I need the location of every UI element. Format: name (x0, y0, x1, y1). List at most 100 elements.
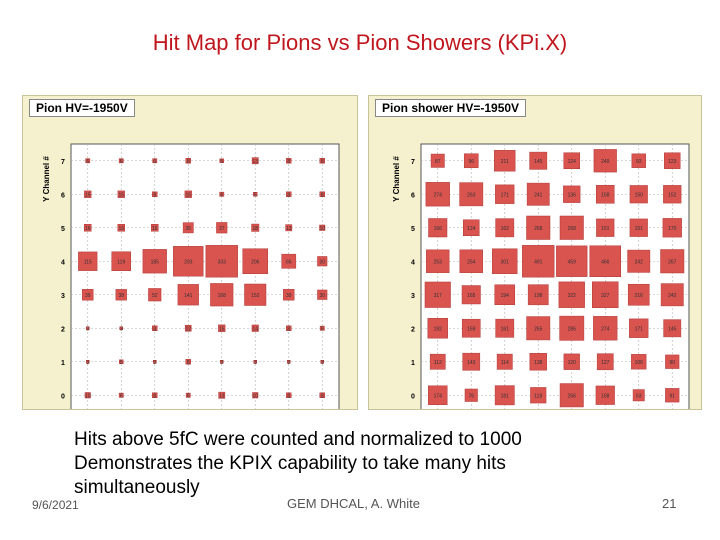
cell-value-label: 265 (534, 326, 543, 332)
cell-value-label: 93 (636, 159, 642, 165)
cell-value-label: 13 (252, 159, 258, 165)
heatmap-cell (216, 222, 228, 234)
heatmap-cell (320, 359, 325, 364)
cell-value-label: 15 (219, 326, 225, 332)
heatmap-cell (85, 158, 91, 164)
cell-value-label: 37 (219, 226, 225, 232)
heatmap-cell (629, 218, 648, 237)
cell-value-label: 166 (434, 226, 443, 232)
caption-line: Demonstrates the KPIX capability to take… (74, 453, 506, 474)
heatmap-cell (464, 388, 478, 402)
heatmap-cell (530, 387, 547, 404)
cell-value-label: 293 (184, 259, 193, 265)
heatmap-cell (495, 318, 515, 338)
cell-value-label: 459 (568, 259, 577, 265)
heatmap-cell (319, 158, 325, 164)
cell-value-label: 8 (153, 326, 156, 332)
cell-value-label: 267 (668, 259, 677, 265)
cell-value-label: 241 (534, 192, 543, 198)
heatmap-cell (558, 281, 585, 308)
heatmap-cell (589, 245, 622, 278)
cell-value-label: 118 (534, 393, 542, 399)
heatmap-cell (286, 191, 292, 197)
cell-value-label: 138 (534, 360, 543, 366)
cell-value-label: 268 (568, 226, 577, 232)
cell-value-label: 254 (467, 259, 476, 265)
cell-value-label: 3 (86, 326, 89, 332)
cell-value-label: 274 (601, 326, 610, 332)
heatmap-cell (119, 359, 124, 364)
heatmap-cell (84, 392, 91, 399)
heatmap-cell (559, 315, 585, 341)
heatmap-cell (425, 182, 450, 207)
heatmap-cell (244, 283, 267, 306)
heatmap-cell (84, 190, 92, 198)
cell-value-label: 15 (85, 192, 91, 198)
heatmap-cell (319, 191, 325, 197)
caption-line: simultaneously (74, 477, 200, 498)
heatmap-cell (660, 249, 685, 274)
cell-value-label: 3 (254, 360, 257, 366)
cell-value-label: 143 (467, 360, 476, 366)
cell-value-label: 6 (220, 192, 223, 198)
cell-value-label: 39 (85, 293, 91, 299)
heatmap-cell (219, 359, 224, 364)
heatmap-cell (527, 284, 549, 306)
heatmap-cell (494, 150, 516, 172)
cell-value-label: 13 (219, 393, 225, 399)
heatmap-cell (118, 158, 124, 164)
cell-value-label: 8 (321, 393, 324, 399)
cell-value-label: 8 (187, 159, 190, 165)
y-tick-label: 2 (411, 326, 415, 333)
cell-value-label: 16 (85, 226, 91, 232)
y-tick-label: 0 (61, 393, 65, 400)
cell-value-label: 150 (635, 192, 644, 198)
heatmap-cell (492, 248, 518, 274)
heatmap-cell (142, 249, 167, 274)
cell-value-label: 171 (635, 326, 644, 332)
cell-value-label: 39 (286, 293, 292, 299)
cell-value-label: 242 (668, 293, 677, 299)
y-tick-label: 7 (61, 159, 65, 166)
heatmap-cell (496, 353, 513, 370)
heatmap-cell (184, 324, 192, 332)
heatmap-cell (152, 191, 158, 197)
caption: Hits above 5fC were counted and normaliz… (74, 428, 522, 500)
cell-value-label: 194 (501, 293, 510, 299)
heatmap-cell (152, 359, 157, 364)
cell-value-label: 8 (287, 393, 290, 399)
y-tick-label: 6 (61, 192, 65, 199)
heatmap-cell (663, 185, 682, 204)
cell-value-label: 274 (434, 192, 443, 198)
cell-value-label: 159 (467, 326, 476, 332)
heatmap-cell (111, 251, 132, 272)
cell-value-label: 145 (668, 326, 677, 332)
heatmap-cell (556, 245, 588, 277)
cell-value-label: 63 (636, 393, 642, 399)
cell-value-label: 52 (152, 293, 158, 299)
heatmap-cell (317, 289, 328, 300)
heatmap-cell (563, 185, 581, 203)
heatmap-cell (563, 152, 580, 169)
cell-value-label: 8 (153, 393, 156, 399)
cell-value-label: 10 (319, 226, 325, 232)
cell-value-label: 16 (118, 226, 124, 232)
cell-value-label: 249 (601, 159, 610, 165)
cell-value-label: 168 (601, 393, 610, 399)
heatmap-cell (428, 218, 448, 238)
heatmap-cell (242, 248, 269, 275)
cell-value-label: 491 (534, 259, 543, 265)
cell-value-label: 30 (319, 293, 325, 299)
heatmap-cell (253, 192, 258, 197)
y-axis-label: Y Channel # (42, 156, 51, 202)
heatmap-cell (665, 354, 680, 369)
heatmap-cell (115, 289, 127, 301)
cell-value-label: 119 (117, 259, 125, 265)
cell-value-label: 14 (252, 326, 258, 332)
heatmap-cell (461, 318, 481, 338)
y-tick-label: 4 (61, 259, 65, 266)
heatmap-cell (629, 318, 649, 338)
heatmap-cell (218, 391, 226, 399)
slide-title: Hit Map for Pions vs Pion Showers (KPi.X… (152, 30, 568, 55)
